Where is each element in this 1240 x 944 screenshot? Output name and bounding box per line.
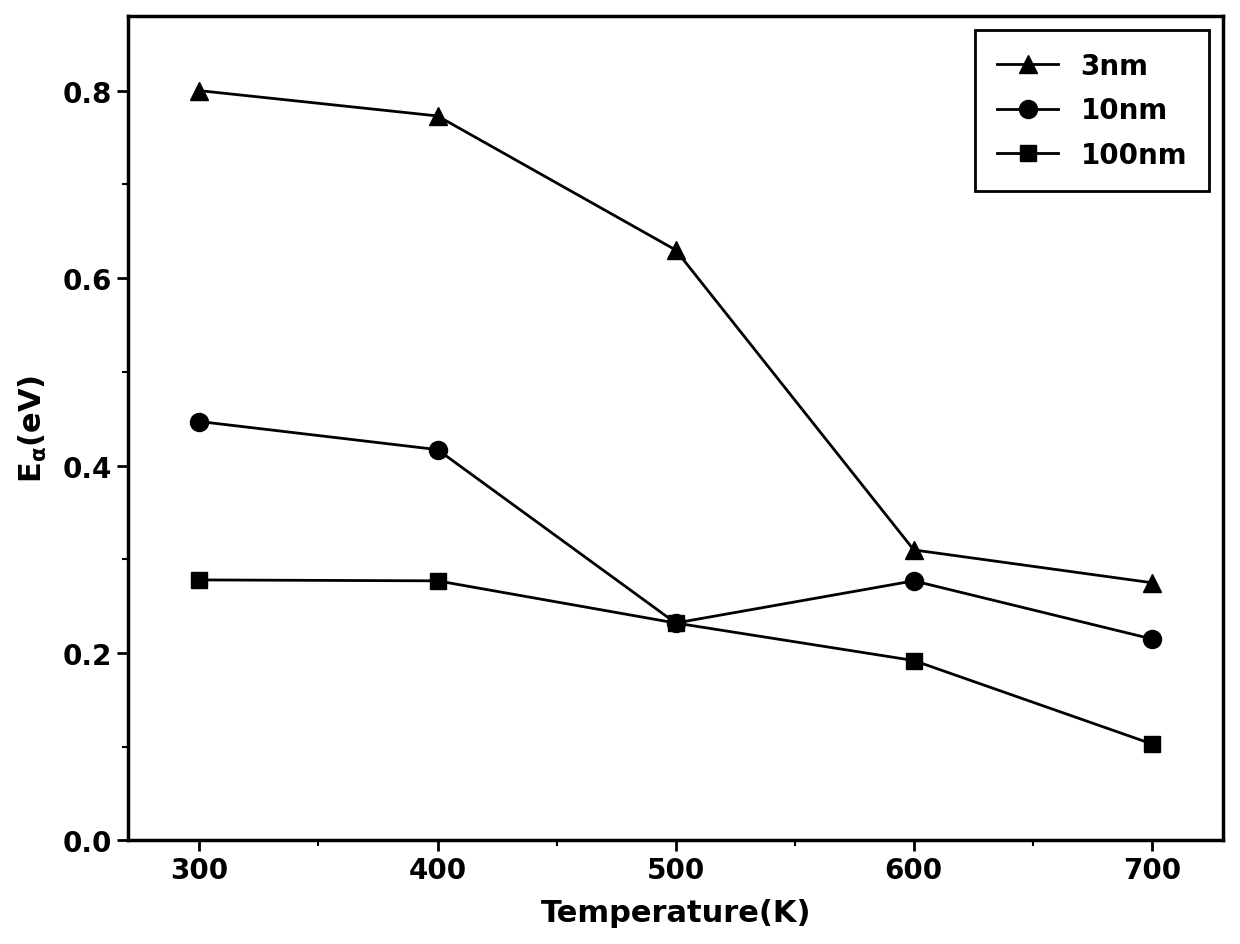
100nm [192,575,207,586]
10nm [906,576,921,587]
3nm [430,111,445,123]
Line: 3nm: 3nm [191,82,1161,592]
10nm [1145,633,1159,645]
10nm [192,416,207,428]
10nm [430,445,445,456]
100nm [906,655,921,666]
3nm [668,245,683,257]
100nm [668,617,683,629]
Y-axis label: $\mathbf{E_{\alpha}}$(eV): $\mathbf{E_{\alpha}}$(eV) [16,375,48,482]
3nm [1145,578,1159,589]
Legend: 3nm, 10nm, 100nm: 3nm, 10nm, 100nm [975,30,1209,193]
3nm [192,86,207,97]
100nm [1145,738,1159,750]
10nm [668,617,683,629]
Line: 10nm: 10nm [191,413,1161,649]
X-axis label: Temperature(K): Temperature(K) [541,899,811,927]
3nm [906,545,921,556]
100nm [430,576,445,587]
Line: 100nm: 100nm [192,573,1159,751]
